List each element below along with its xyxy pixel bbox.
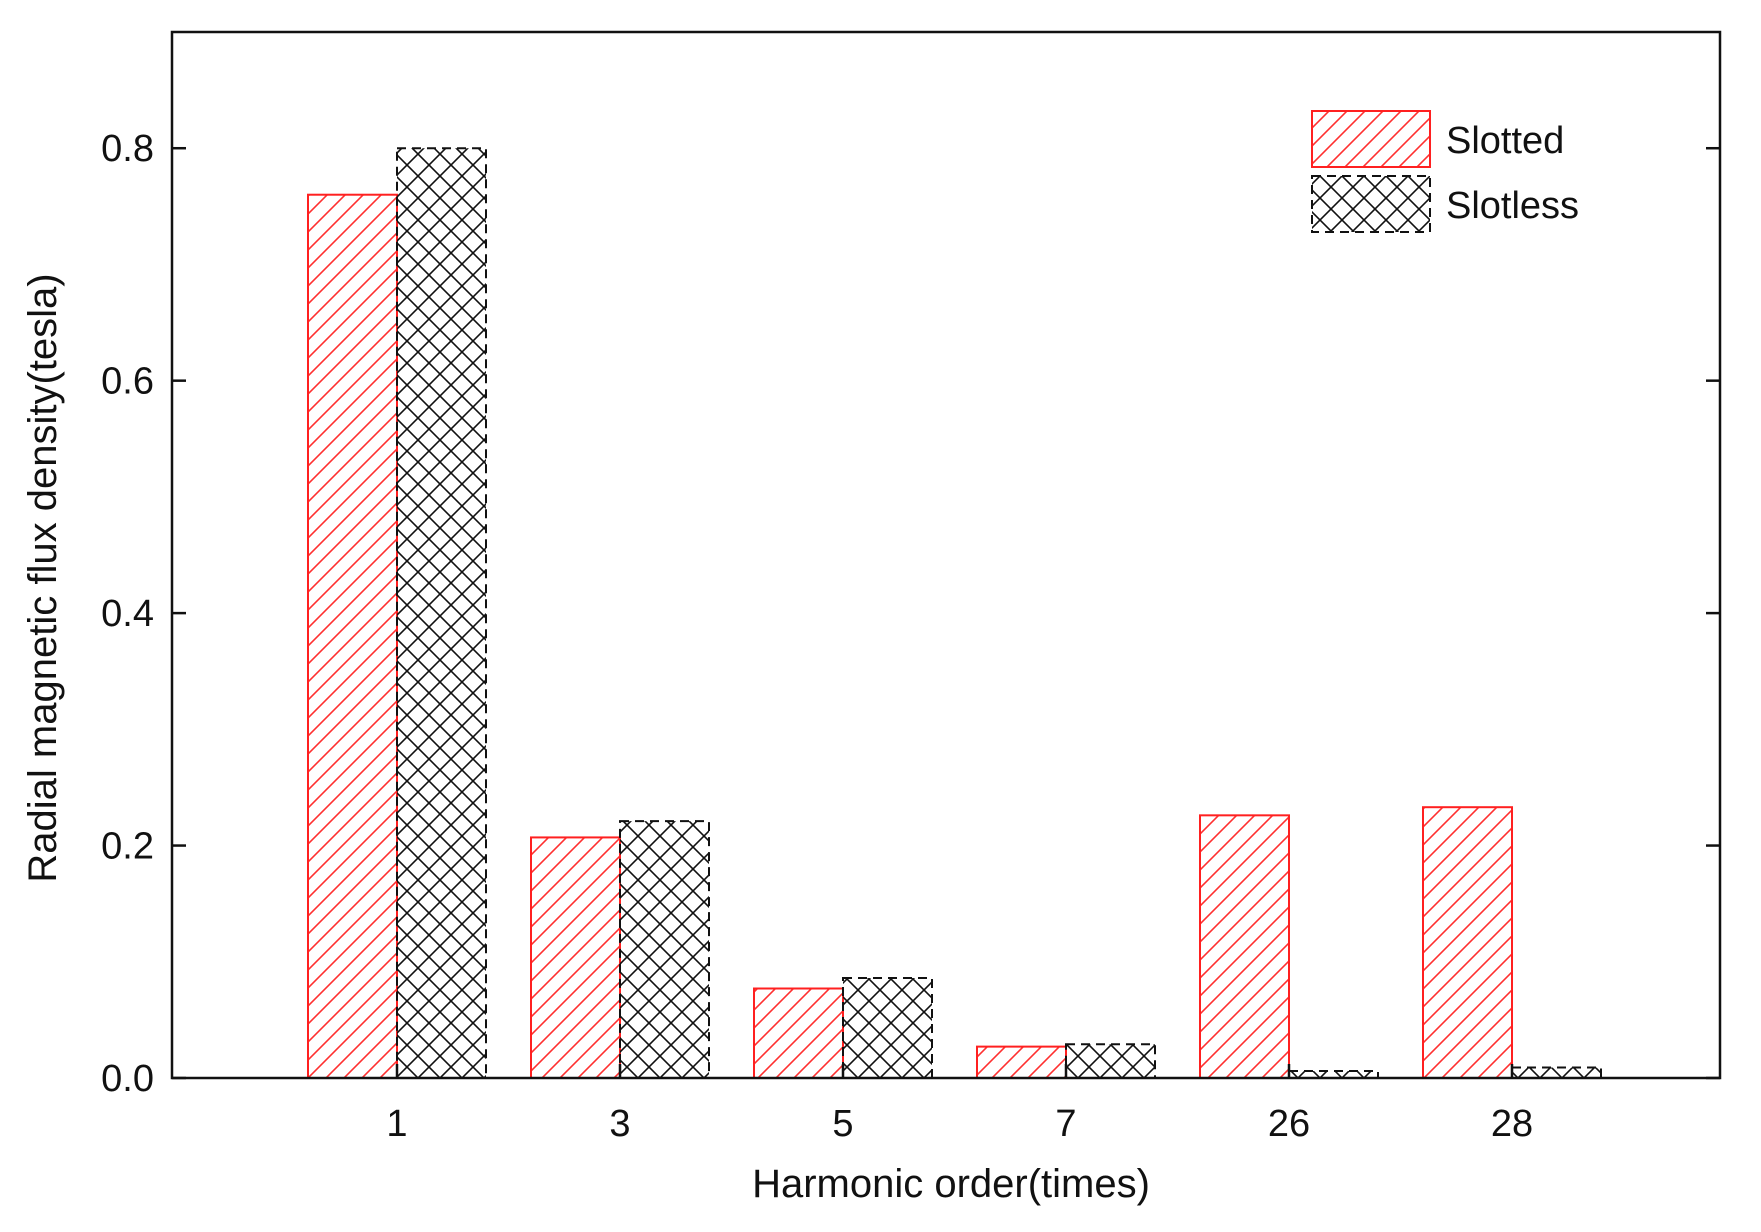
bar-slotted-28 xyxy=(1422,806,1513,1079)
y-tick-label-0.6: 0.6 xyxy=(101,361,154,403)
x-axis-title: Harmonic order(times) xyxy=(752,1162,1150,1206)
legend-label-slotted: Slotted xyxy=(1446,120,1564,162)
legend-label-slotless: Slotless xyxy=(1446,185,1579,227)
y-axis-title: Radial magnetic flux density(tesla) xyxy=(21,273,65,882)
bar-slotless-1 xyxy=(396,147,487,1079)
y-tick-label-0.0: 0.0 xyxy=(101,1058,154,1100)
bar-slotless-28 xyxy=(1511,1066,1602,1080)
y-tick-label-0.8: 0.8 xyxy=(101,128,154,170)
bars-layer xyxy=(307,147,1602,1080)
x-tick-label-26: 26 xyxy=(1268,1103,1310,1145)
legend-swatch-slotted xyxy=(1311,110,1431,168)
legend-swatch-slotless xyxy=(1311,175,1431,233)
labels-layer: 1 3 5 7 26 28 0.0 0.2 0.4 0.6 0.8 xyxy=(101,128,1533,1145)
y-tick-label-0.2: 0.2 xyxy=(101,826,154,868)
legend: Slotted Slotless xyxy=(1311,110,1579,233)
axes-layer xyxy=(170,30,1722,1080)
bar-slotted-3 xyxy=(530,836,621,1079)
bar-slotless-7 xyxy=(1065,1043,1156,1079)
bar-slotted-5 xyxy=(753,987,844,1080)
x-tick-label-5: 5 xyxy=(832,1103,853,1145)
bar-slotless-3 xyxy=(619,820,710,1079)
y-tick-label-0.4: 0.4 xyxy=(101,593,154,635)
bar-slotted-7 xyxy=(976,1045,1067,1079)
plot-frame xyxy=(170,30,1722,1080)
x-tick-label-28: 28 xyxy=(1491,1103,1533,1145)
x-tick-label-7: 7 xyxy=(1055,1103,1076,1145)
bar-slotless-5 xyxy=(842,977,933,1079)
x-tick-label-1: 1 xyxy=(386,1103,407,1145)
x-tick-label-3: 3 xyxy=(609,1103,630,1145)
bar-slotted-26 xyxy=(1199,814,1290,1079)
bar-slotted-1 xyxy=(307,193,398,1079)
